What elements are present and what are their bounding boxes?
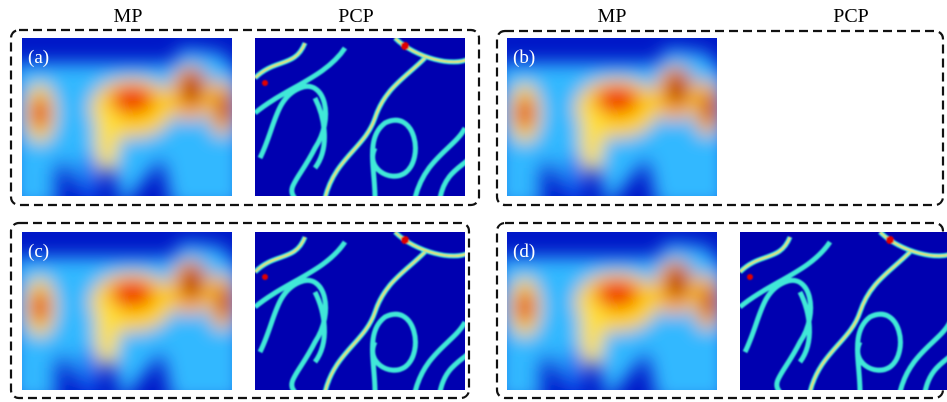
panel-box: [9, 28, 481, 207]
column-header: PCP: [833, 5, 869, 27]
panel-box: [9, 221, 471, 400]
panel-label: (c): [28, 241, 49, 262]
column-header: PCP: [338, 5, 374, 27]
pcp-map: [255, 232, 470, 392]
panel-label: (a): [28, 47, 49, 68]
panel-label: (d): [513, 241, 535, 262]
pcp-map: [255, 38, 470, 198]
column-header: MP: [598, 5, 627, 27]
pcp-map: [740, 232, 947, 392]
panel-label: (b): [513, 47, 535, 68]
column-header: MP: [114, 5, 143, 27]
panel-box: [495, 29, 945, 207]
